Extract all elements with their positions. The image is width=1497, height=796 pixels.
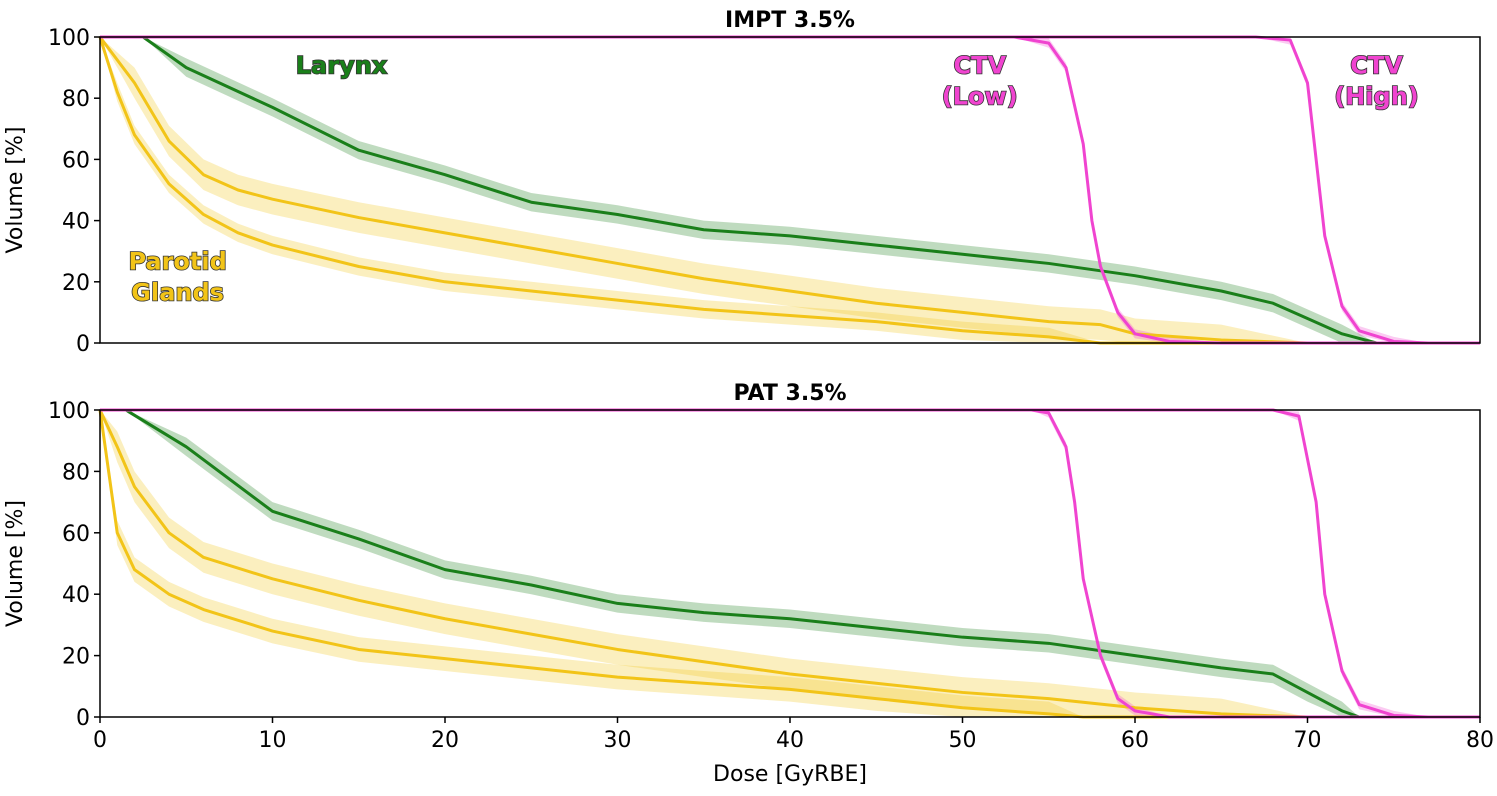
panel-title: IMPT 3.5%	[725, 8, 855, 33]
y-tick-label: 100	[48, 399, 90, 424]
annotation-label: CTV	[953, 52, 1006, 80]
x-tick-label: 60	[1121, 728, 1149, 753]
y-tick-label: 0	[76, 332, 90, 357]
plot-frame	[99, 36, 1481, 344]
x-tick-label: 40	[776, 728, 804, 753]
x-tick-label: 20	[431, 728, 459, 753]
y-tick-label: 60	[62, 148, 90, 173]
x-tick-label: 10	[259, 728, 287, 753]
y-tick-label: 40	[62, 210, 90, 235]
x-tick-label: 30	[604, 728, 632, 753]
y-tick-label: 0	[76, 706, 90, 731]
line-larynx	[100, 35, 1480, 345]
band-larynx	[100, 37, 1480, 343]
annotation-label: (Low)	[942, 83, 1018, 111]
x-tick-label: 80	[1466, 728, 1494, 753]
annotation-label: Larynx	[296, 52, 388, 80]
annotation-label: Parotid	[128, 248, 226, 276]
line-parotid-upper	[98, 36, 1480, 345]
x-tick-label: 0	[93, 728, 107, 753]
x-axis-label: Dose [GyRBE]	[713, 762, 867, 787]
y-tick-label: 20	[62, 271, 90, 296]
panel-2: PAT 3.5% 0 20 40 60 80 100 0 10 20 30 40 50 60 70 80 Vol…	[3, 381, 1494, 787]
line-parotid-lower	[98, 36, 1480, 345]
y-tick-label: 80	[62, 460, 90, 485]
y-tick-label: 40	[62, 583, 90, 608]
panel-1: IMPT 3.5% 0 20 40 60 80 100 Volume [%] Larynx CTV…	[3, 8, 1481, 357]
annotation-label: (High)	[1334, 83, 1419, 111]
y-tick-label: 20	[62, 645, 90, 670]
band-parotid-upper	[100, 37, 1480, 343]
y-tick-label: 60	[62, 522, 90, 547]
x-tick-label: 50	[949, 728, 977, 753]
annotation-label: CTV	[1350, 52, 1403, 80]
line-parotid-upper	[98, 409, 1480, 719]
y-axis-label: Volume [%]	[3, 127, 28, 254]
panel-title: PAT 3.5%	[733, 381, 846, 406]
y-axis-label: Volume [%]	[3, 500, 28, 627]
line-ctv-high	[100, 408, 1480, 719]
y-tick-label: 100	[48, 26, 90, 51]
line-ctv-high	[100, 35, 1480, 345]
y-tick-label: 80	[62, 87, 90, 112]
x-tick-label: 70	[1294, 728, 1322, 753]
annotation-label: Glands	[131, 279, 224, 307]
line-ctv-low	[100, 408, 1480, 719]
line-parotid-lower	[98, 409, 1480, 719]
line-ctv-low	[100, 35, 1480, 345]
line-larynx	[100, 408, 1480, 719]
